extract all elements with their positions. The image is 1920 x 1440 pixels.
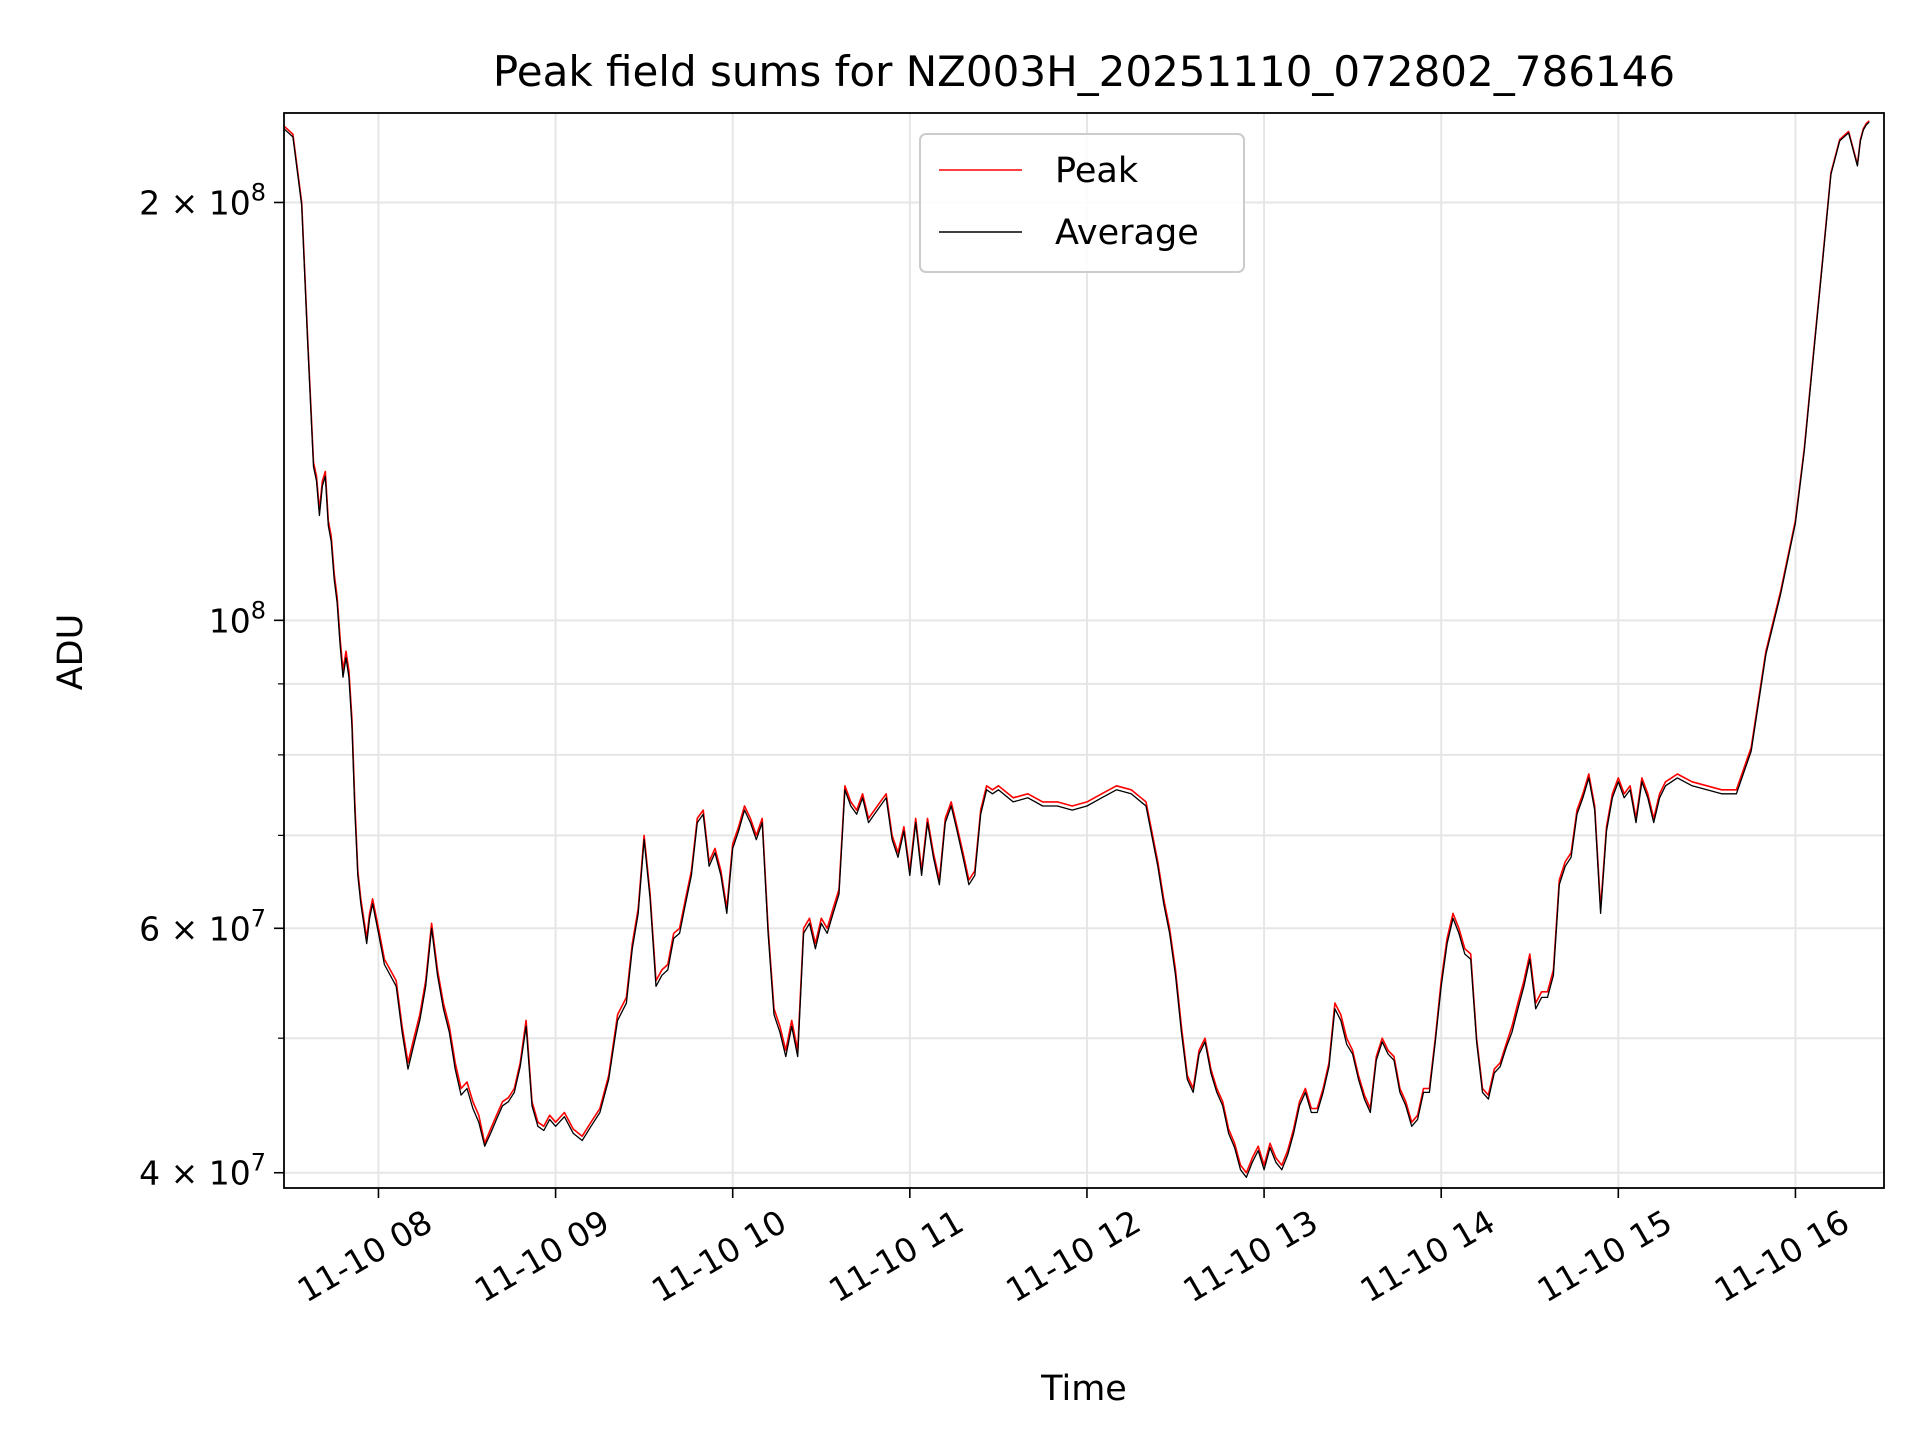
- y-axis-label: ADU: [51, 614, 91, 691]
- chart-title: Peak field sums for NZ003H_20251110_0728…: [493, 47, 1675, 96]
- y-tick-label: 2 × 108: [139, 178, 266, 222]
- legend-label-peak: Peak: [1055, 151, 1139, 191]
- series-line-average: [283, 121, 1870, 1178]
- x-axis-label: Time: [1040, 1369, 1127, 1409]
- y-tick-label: 108: [209, 596, 266, 640]
- grid: [284, 113, 1884, 1188]
- y-tick-label: 4 × 107: [139, 1149, 266, 1193]
- legend-label-average: Average: [1055, 213, 1199, 253]
- legend: Peak Average: [919, 133, 1245, 273]
- plot-frame: [283, 112, 1885, 1189]
- y-axis-ticks: 4 × 107 6 × 107 108 2 × 108: [139, 178, 284, 1193]
- series-lines: [283, 120, 1870, 1178]
- y-tick-label: 6 × 107: [139, 904, 266, 948]
- legend-box: [919, 133, 1245, 273]
